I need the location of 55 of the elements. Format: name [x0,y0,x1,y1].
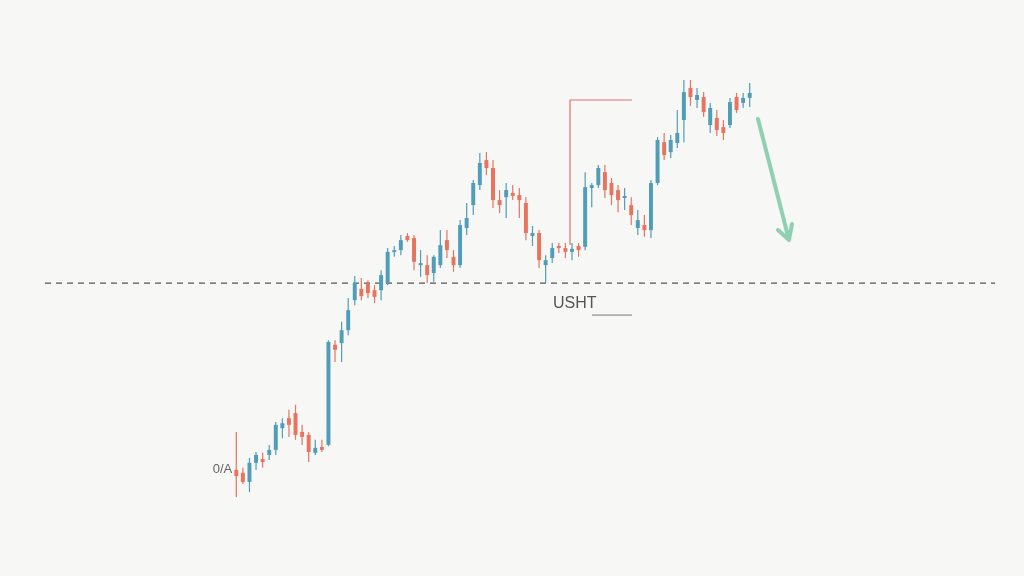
candlestick [616,184,621,213]
candlestick [629,196,634,226]
candlestick [398,234,403,256]
candlestick [412,234,416,271]
text: 0/A [212,461,233,477]
candlestick [714,109,719,137]
candlestick [300,424,305,446]
candlestick [504,182,509,219]
candlestick [352,275,357,306]
candlestick [418,249,423,278]
candlestick [695,87,700,109]
candlestick [688,79,693,107]
candlestick [471,179,476,216]
candlestick [589,182,594,208]
candlestick [306,431,311,463]
candlestick [464,202,469,236]
candlestick [741,92,746,109]
candlestick [747,82,752,108]
candlestick [497,189,502,214]
ref-line-label: USHT [553,294,597,312]
candlestick [333,339,337,363]
candlestick [708,102,713,134]
candlestick [550,242,555,264]
candlestick [727,97,732,129]
candlestick [346,297,351,336]
candlestick [734,92,739,114]
candlestick [425,254,430,284]
candlestick [622,187,627,211]
candlestick [379,269,384,301]
candlestick [517,187,522,219]
candlestick [596,164,601,189]
candlestick [438,229,443,269]
candlestick [477,152,482,191]
candlestick [286,409,291,438]
candlestick [431,254,436,283]
candlestick [668,134,673,159]
candlestick [234,431,239,498]
candlestick [721,119,726,141]
candlestick [293,404,298,441]
candlestick [570,242,574,261]
candlestick [280,417,285,439]
candlestick [635,209,640,236]
candlestick [254,451,259,471]
candlestick [339,321,344,363]
candlestick [602,164,607,199]
candlestick [484,151,489,176]
candlestick [701,91,706,118]
candlestick [543,254,548,284]
candlestick [662,132,667,161]
candlestick [444,229,449,259]
candlestick [675,109,680,149]
candlestick [642,214,647,238]
candlestick [359,277,364,301]
candlestick [247,457,252,493]
candlestick [319,439,324,453]
